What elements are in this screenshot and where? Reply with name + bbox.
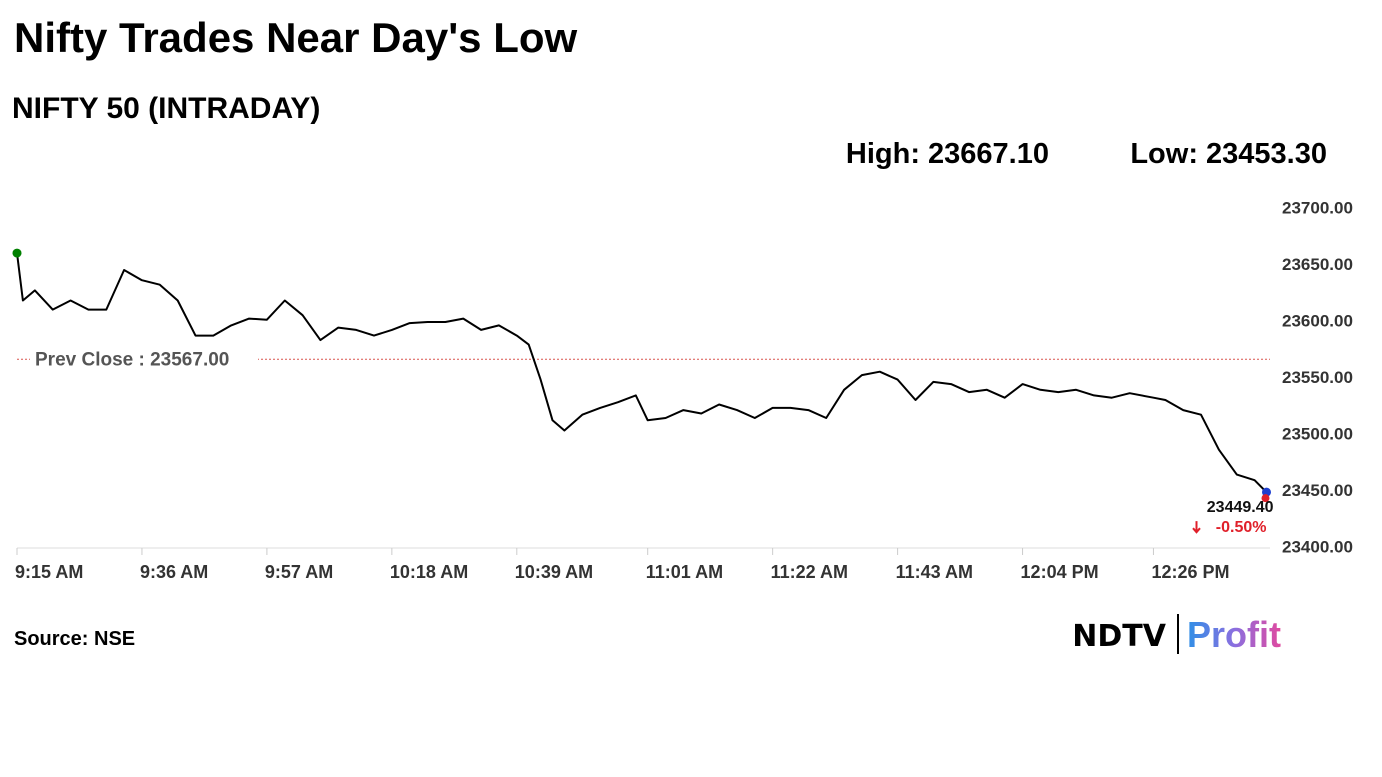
y-tick-label: 23600.00: [1282, 311, 1353, 330]
logo-brand: NDTV: [1072, 619, 1166, 654]
y-tick-label: 23450.00: [1282, 481, 1353, 500]
logo-product: Profit: [1187, 614, 1281, 655]
chart-subtitle: NIFTY 50 (INTRADAY): [12, 92, 320, 125]
prev-close-label: Prev Close : 23567.00: [35, 349, 229, 370]
open-dot: [12, 248, 22, 258]
y-tick-label: 23500.00: [1282, 424, 1353, 443]
x-tick-label: 11:01 AM: [646, 562, 723, 582]
low-label: Low: 23453.30: [1130, 138, 1327, 170]
last-value-label: 23449.40: [1207, 499, 1274, 516]
change-label: -0.50%: [1216, 519, 1267, 536]
x-tick-label: 11:43 AM: [896, 562, 973, 582]
x-tick-label: 12:04 PM: [1021, 562, 1099, 582]
source: Source: NSE: [14, 628, 135, 650]
x-tick-label: 9:36 AM: [140, 562, 208, 582]
change-dot: [1261, 494, 1270, 503]
y-tick-label: 23650.00: [1282, 255, 1353, 274]
down-arrow: [1192, 521, 1201, 534]
high-label: High: 23667.10: [846, 138, 1049, 170]
price-line: [16, 252, 1268, 493]
y-tick-label: 23400.00: [1282, 537, 1353, 556]
x-tick-label: 10:39 AM: [515, 562, 593, 582]
x-tick-label: 9:15 AM: [15, 562, 83, 582]
chart-title: Nifty Trades Near Day's Low: [14, 14, 578, 61]
prev-close-bg: [30, 347, 258, 372]
x-tick-label: 9:57 AM: [265, 562, 333, 582]
x-tick-label: 12:26 PM: [1151, 562, 1229, 582]
x-tick-label: 11:22 AM: [771, 562, 848, 582]
x-tick-label: 10:18 AM: [390, 562, 468, 582]
y-tick-label: 23700.00: [1282, 198, 1353, 217]
y-tick-label: 23550.00: [1282, 368, 1353, 387]
